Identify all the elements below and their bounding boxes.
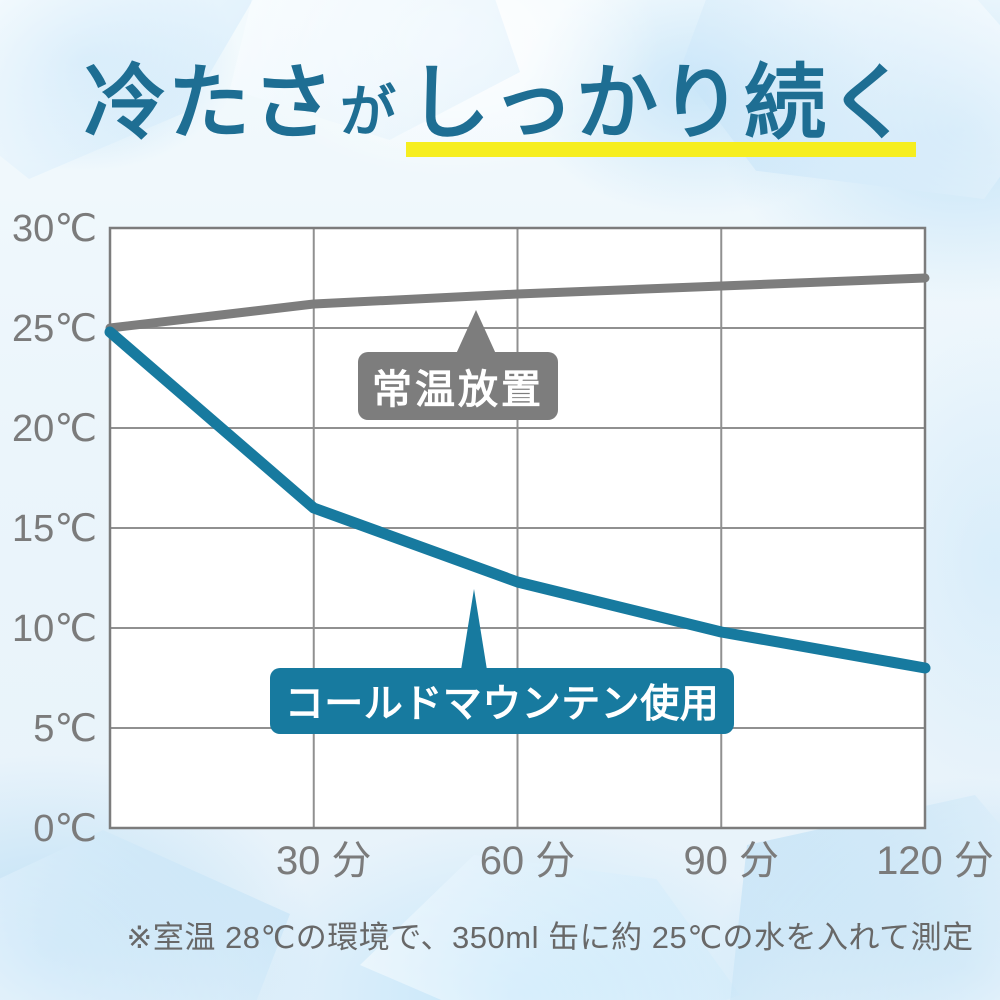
x-axis-label: 30 分 (276, 839, 372, 883)
callout-pointer-up-icon (461, 589, 487, 670)
plot-border (108, 226, 927, 830)
x-axis-label: 120 分 (876, 839, 994, 883)
title-particle: が (340, 79, 398, 145)
x-axis-label: 90 分 (683, 839, 779, 883)
footnote: ※室温 28℃の環境で、350ml 缶に約 25℃の水を入れて測定 (126, 920, 974, 955)
title-highlight: しっかり続く (406, 55, 917, 157)
y-axis-label: 5℃ (33, 708, 97, 750)
x-axis-label: 60 分 (480, 839, 576, 883)
y-axis-label: 0℃ (33, 808, 97, 850)
callout-cold-mountain: コールドマウンテン使用 (270, 589, 734, 734)
y-axis-label: 20℃ (12, 408, 97, 450)
y-axis-label: 10℃ (12, 608, 97, 650)
page-title: 冷たさが しっかり続く (0, 55, 1000, 157)
series-line-room-temp (105, 273, 930, 333)
callout-cold-mountain-label: コールドマウンテン使用 (284, 683, 720, 726)
callout-pointer-up-icon (456, 310, 496, 354)
series-line-cold-mountain (104, 326, 931, 674)
y-axis-label: 25℃ (12, 308, 97, 350)
title-prefix: 冷たさ (83, 55, 336, 151)
callout-room-temp: 常温放置 (358, 310, 558, 420)
callout-room-temp-label: 常温放置 (372, 368, 544, 412)
y-axis-label: 15℃ (12, 508, 97, 550)
y-axis-label: 30℃ (12, 208, 97, 250)
